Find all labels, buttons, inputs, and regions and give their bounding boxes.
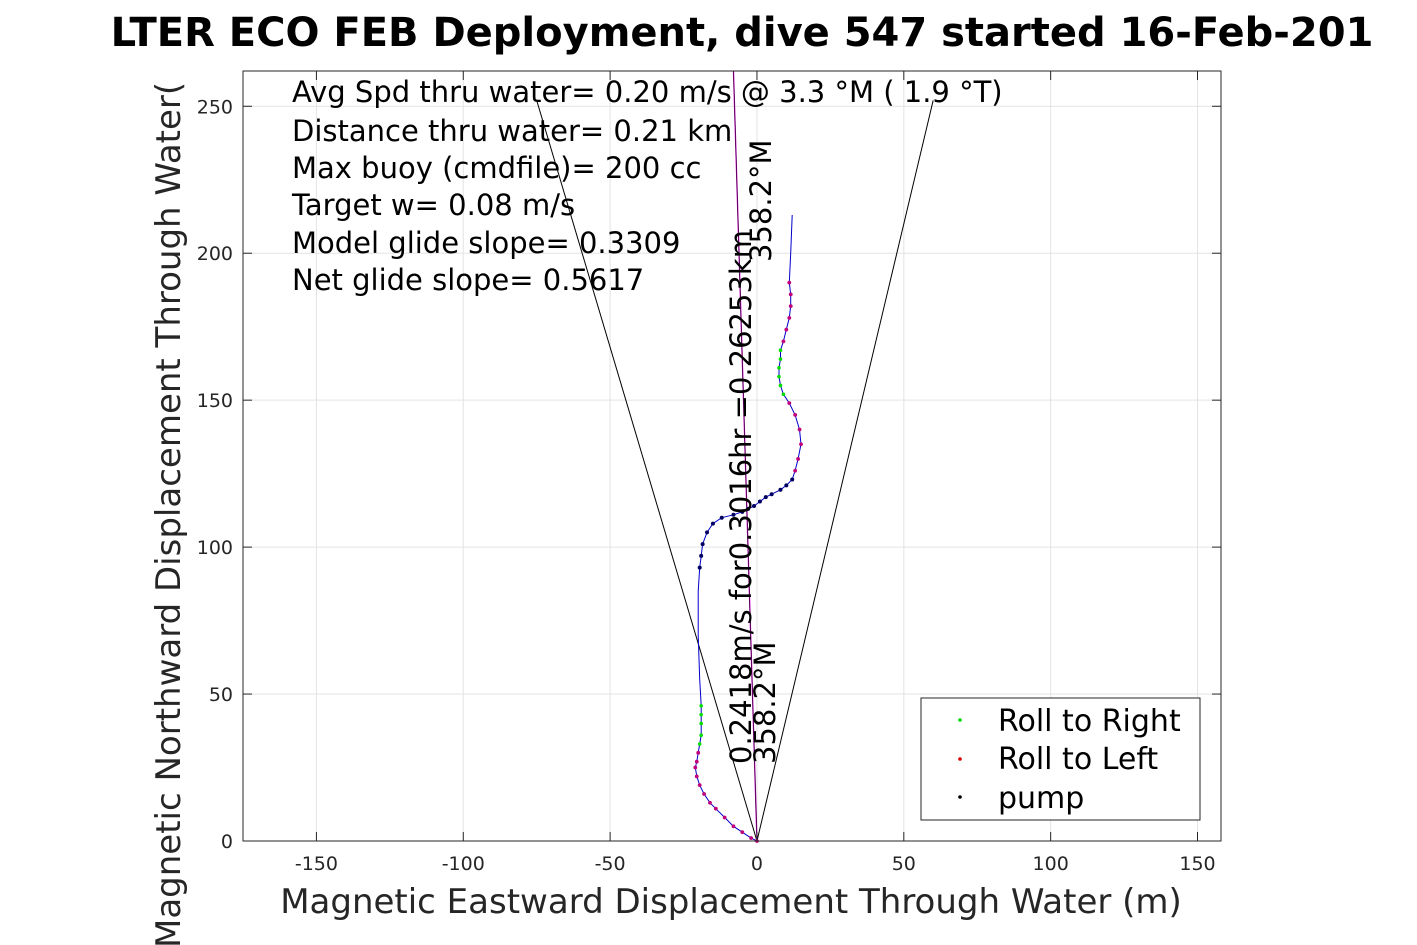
pump-point bbox=[790, 477, 795, 482]
annotation-block: Avg Spd thru water= 0.20 m/s @ 3.3 °M ( … bbox=[291, 75, 1003, 297]
legend-label-pump: pump bbox=[998, 781, 1084, 816]
chart-title: LTER ECO FEB Deployment, dive 547 starte… bbox=[111, 10, 1374, 56]
x-tick-label: -50 bbox=[595, 853, 626, 875]
roll-left-point bbox=[694, 759, 699, 764]
cone-line bbox=[756, 100, 934, 842]
roll-left-point bbox=[787, 315, 792, 320]
pump-point bbox=[784, 483, 789, 488]
roll-left-point bbox=[784, 327, 789, 332]
pump-point bbox=[699, 553, 704, 558]
roll-right-point bbox=[777, 366, 781, 370]
rotated-label-heading-lower: 358.2°M bbox=[748, 641, 782, 764]
pump-point bbox=[710, 521, 715, 526]
annotation-distance: Distance thru water= 0.21 km bbox=[292, 114, 732, 148]
legend-label-roll-left: Roll to Left bbox=[998, 742, 1158, 777]
y-tick-label: 150 bbox=[197, 390, 233, 412]
pump-point bbox=[778, 487, 783, 492]
roll-left-point bbox=[787, 280, 792, 285]
roll-left-point bbox=[696, 750, 701, 755]
annotation-model-glide: Model glide slope= 0.3309 bbox=[292, 226, 680, 260]
pump-point bbox=[705, 530, 710, 535]
legend: Roll to Right Roll to Left pump bbox=[920, 697, 1201, 821]
annotation-max-buoy: Max buoy (cmdfile)= 200 cc bbox=[292, 151, 701, 185]
roll-left-point bbox=[787, 401, 792, 405]
roll-left-point bbox=[749, 836, 753, 840]
y-axis-label: Magnetic Northward Displacement Through … bbox=[149, 82, 189, 945]
roll-left-point bbox=[694, 774, 699, 779]
roll-right-point bbox=[699, 721, 703, 726]
roll-left-point bbox=[793, 468, 798, 473]
roll-right-point bbox=[697, 742, 702, 746]
x-tick-label: -100 bbox=[442, 853, 485, 875]
cone-line bbox=[536, 100, 758, 842]
legend-marker-roll-right bbox=[958, 718, 962, 722]
rotated-label-speed-duration: 0.2418m/s for0.3016hr =0.26253km bbox=[724, 230, 758, 764]
cone-lines bbox=[536, 100, 934, 842]
x-tick-label: 100 bbox=[1033, 853, 1069, 875]
pump-point bbox=[757, 499, 762, 504]
legend-box bbox=[920, 697, 1201, 821]
roll-left-point bbox=[796, 457, 800, 461]
y-tick-label: 0 bbox=[221, 831, 233, 853]
pump-point bbox=[731, 512, 736, 517]
x-tick-label: 150 bbox=[1179, 853, 1215, 875]
roll-left-point bbox=[708, 800, 712, 805]
y-tick-label: 100 bbox=[197, 537, 233, 559]
roll-left-point bbox=[799, 442, 803, 447]
roll-right-point bbox=[781, 392, 786, 397]
annotation-net-glide: Net glide slope= 0.5617 bbox=[292, 263, 644, 297]
roll-left-point bbox=[722, 815, 727, 820]
grid bbox=[243, 71, 1221, 842]
pump-point bbox=[746, 506, 751, 511]
heading-line-core bbox=[733, 70, 758, 842]
pump-point bbox=[719, 515, 724, 520]
roll-left-point bbox=[713, 806, 718, 811]
y-tick-label: 250 bbox=[197, 96, 233, 118]
roll-right-point bbox=[699, 704, 703, 708]
legend-marker-roll-left bbox=[958, 757, 962, 761]
pump-point bbox=[740, 509, 745, 514]
roll-left-point bbox=[697, 783, 702, 788]
pump-point bbox=[763, 495, 768, 500]
pump-point bbox=[752, 503, 757, 508]
y-tick-label: 50 bbox=[209, 684, 233, 706]
roll-left-point bbox=[740, 830, 745, 835]
roll-right-point bbox=[778, 357, 783, 361]
roll-left-point bbox=[788, 292, 793, 297]
pump-point bbox=[697, 565, 702, 570]
annotation-avg-speed: Avg Spd thru water= 0.20 m/s @ 3.3 °M ( … bbox=[292, 75, 1003, 109]
pump-point bbox=[769, 492, 774, 497]
roll-left-point bbox=[793, 412, 798, 417]
roll-right-point bbox=[777, 374, 781, 379]
annotation-target-w: Target w= 0.08 m/s bbox=[291, 188, 575, 222]
roll-right-point bbox=[778, 348, 783, 352]
rotated-label-heading-upper: 358.2°M bbox=[744, 139, 778, 262]
x-tick-label: -150 bbox=[295, 853, 338, 875]
ticks: -150 -100 -50 0 50 100 150 0 50 100 150 200 250 bbox=[197, 71, 1221, 875]
roll-right-point bbox=[699, 733, 703, 737]
roll-left-point bbox=[731, 824, 736, 829]
roll-left-point bbox=[693, 765, 698, 770]
x-axis-label: Magnetic Eastward Displacement Through W… bbox=[280, 882, 1182, 922]
roll-left-point bbox=[781, 339, 786, 344]
x-tick-label: 50 bbox=[892, 853, 916, 875]
plot-area-frame bbox=[242, 70, 1222, 842]
roll-right-point bbox=[778, 383, 783, 388]
pump-point bbox=[700, 542, 705, 547]
roll-right-point bbox=[699, 712, 703, 717]
legend-label-roll-right: Roll to Right bbox=[998, 704, 1181, 739]
data-points bbox=[693, 280, 803, 843]
roll-left-point bbox=[788, 304, 793, 309]
x-tick-label: 0 bbox=[751, 853, 763, 875]
legend-marker-pump bbox=[958, 795, 962, 799]
y-tick-label: 200 bbox=[197, 243, 233, 265]
roll-left-point bbox=[797, 427, 802, 432]
roll-left-point bbox=[702, 792, 706, 796]
